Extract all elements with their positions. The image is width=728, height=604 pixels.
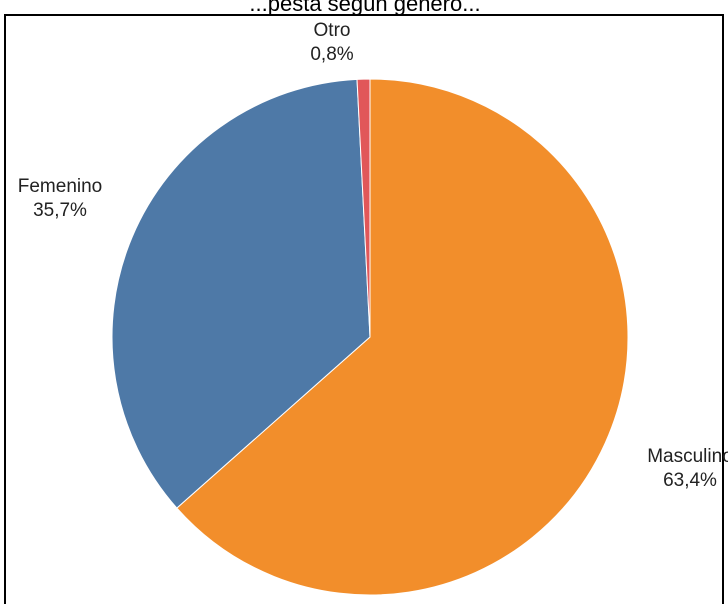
- slice-value-otro: 0,8%: [310, 44, 353, 65]
- slice-value-femenino: 35,7%: [33, 200, 87, 221]
- slice-category-otro: Otro: [314, 20, 351, 41]
- slice-value-masculino: 63,4%: [663, 470, 717, 491]
- slice-category-femenino: Femenino: [18, 176, 103, 197]
- pie-slices: [111, 78, 629, 596]
- clipped-header: ...pesta según género...: [200, 0, 530, 14]
- slice-category-masculino: Masculino: [647, 446, 728, 467]
- pie-slice-otro: [356, 78, 371, 338]
- slice-label-masculino: Masculino 63,4%: [647, 446, 728, 491]
- pie-slice-femenino: [111, 78, 371, 509]
- pie-labels: Masculino 63,4% Femenino 35,7% Otro 0,8%: [18, 20, 728, 491]
- pie-slice-masculino: [176, 78, 629, 596]
- clipped-header-text: ...pesta según género...: [249, 0, 481, 14]
- slice-label-femenino: Femenino 35,7%: [18, 176, 103, 221]
- slice-label-otro: Otro 0,8%: [310, 20, 353, 65]
